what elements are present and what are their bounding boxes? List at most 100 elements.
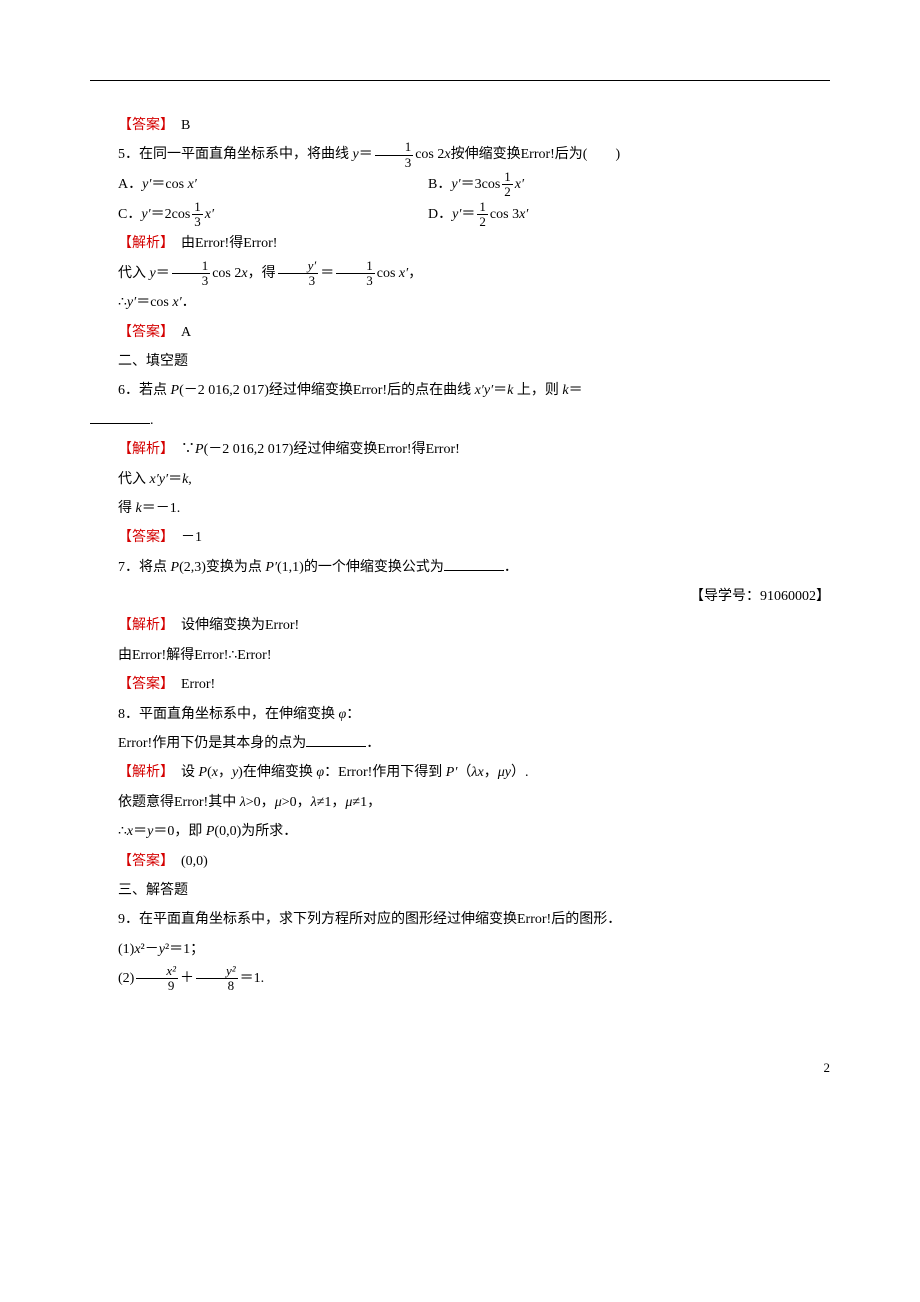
var: y′ (451, 177, 460, 192)
fraction: x²9 (136, 964, 178, 994)
text: ＝－1. (142, 501, 181, 516)
text: 代入 (118, 266, 150, 281)
text: ∴ (118, 295, 127, 310)
var: y′ (127, 295, 136, 310)
text: (－2 016,2 017)经过伸缩变换Error!后的点在曲线 (179, 383, 475, 398)
fraction: 13 (172, 259, 211, 289)
var: x′ (399, 266, 408, 281)
q5-stem: 5．在同一平面直角坐标系中，将曲线 y＝13cos 2x按伸缩变换Error!后… (90, 140, 830, 170)
analysis-label: 【解析】 (118, 618, 167, 633)
text: A． (118, 177, 142, 192)
text: cos 2 (415, 147, 444, 162)
text: )在伸缩变换 (238, 765, 316, 780)
q5-analysis-1: 【解析】 由Error!得Error! (90, 229, 830, 258)
fraction: 12 (502, 170, 513, 200)
var: P (171, 383, 180, 398)
analysis-label: 【解析】 (118, 236, 167, 251)
var: x′ (205, 207, 214, 222)
q5-optD: D．y′＝12cos 3x′ (428, 200, 830, 230)
q7-stem: 7．将点 P(2,3)变换为点 P′(1,1)的一个伸缩变换公式为． (90, 553, 830, 582)
text: ∵ (167, 442, 195, 457)
q9-stem: 9．在平面直角坐标系中，求下列方程所对应的图形经过伸缩变换Error!后的图形． (90, 905, 830, 934)
text: ： (346, 707, 360, 722)
q4-ans-text: B (167, 118, 190, 133)
text: cos 3 (490, 207, 519, 222)
fraction: y′3 (278, 259, 319, 289)
var: x′y′ (150, 472, 169, 487)
answer-label: 【答案】 (118, 854, 167, 869)
blank (90, 409, 150, 424)
var: P (171, 560, 180, 575)
text: (－2 016,2 017)经过伸缩变换Error!得Error! (204, 442, 460, 457)
text: ＝3cos (461, 177, 501, 192)
text: >0， (282, 795, 311, 810)
text: 得 (118, 501, 136, 516)
page-number: 2 (90, 1054, 830, 1081)
text: (2) (118, 971, 134, 986)
fraction: 13 (375, 140, 414, 170)
text: 依题意得Error!其中 (118, 795, 240, 810)
text: ， (218, 765, 232, 780)
blank (306, 732, 366, 747)
q5-optC: C．y′＝2cos13x′ (118, 200, 428, 230)
text: ²＝1； (165, 942, 204, 957)
var: P′ (265, 560, 277, 575)
q6-stem: 6．若点 P(－2 016,2 017)经过伸缩变换Error!后的点在曲线 x… (90, 376, 830, 405)
q5-analysis-2: 代入 y＝13cos 2x，得y′3＝13cos x′， (90, 259, 830, 289)
text: ，得 (248, 266, 276, 281)
text: ， (408, 266, 422, 281)
text: 5．在同一平面直角坐标系中，将曲线 (118, 147, 353, 162)
text: ＝ (569, 383, 583, 398)
q7-analysis-2: 由Error!解得Error!∴Error! (90, 641, 830, 670)
text: 由Error!得Error! (167, 236, 277, 251)
section3-title: 三、解答题 (90, 876, 830, 905)
q6-analysis-1: 【解析】 ∵P(－2 016,2 017)经过伸缩变换Error!得Error! (90, 435, 830, 464)
text: cos (377, 266, 399, 281)
text: Error! (167, 677, 215, 692)
q8-stem-1: 8．平面直角坐标系中，在伸缩变换 φ： (90, 700, 830, 729)
q8-analysis-2: 依题意得Error!其中 λ>0，μ>0，λ≠1，μ≠1， (90, 788, 830, 817)
var: P (199, 765, 208, 780)
q8-answer: 【答案】 (0,0) (90, 847, 830, 876)
q6-analysis-2: 代入 x′y′＝k, (90, 465, 830, 494)
fraction: 13 (336, 259, 375, 289)
q7-analysis-1: 【解析】 设伸缩变换为Error! (90, 611, 830, 640)
q8-stem-2: Error!作用下仍是其本身的点为． (90, 729, 830, 758)
text: ＝ (168, 472, 182, 487)
var: φ (316, 765, 324, 780)
q5-analysis-3: ∴y′＝cos x′． (90, 288, 830, 317)
var: λx (471, 765, 483, 780)
q6-answer: 【答案】 －1 (90, 523, 830, 552)
text: ＝ (359, 147, 373, 162)
text: (2,3)变换为点 (179, 560, 265, 575)
var: x′ (519, 207, 528, 222)
text: 6．若点 (118, 383, 171, 398)
text: 按伸缩变换Error!后为( ) (451, 147, 621, 162)
q6-analysis-3: 得 k＝－1. (90, 494, 830, 523)
text: 代入 (118, 472, 150, 487)
text: (0,0)为所求． (214, 824, 297, 839)
text: ． (366, 736, 380, 751)
text: D． (428, 207, 452, 222)
q5-options-row2: C．y′＝2cos13x′ D．y′＝12cos 3x′ (90, 200, 830, 230)
q8-analysis-3: ∴x＝y＝0，即 P(0,0)为所求． (90, 817, 830, 846)
var: y′ (141, 207, 150, 222)
q4-answer: 【答案】 B (90, 111, 830, 140)
text: ， (484, 765, 498, 780)
q9-part1: (1)x²－y²＝1； (90, 935, 830, 964)
var: P (195, 442, 204, 457)
text: 设伸缩变换为Error! (167, 618, 299, 633)
q5-answer: 【答案】 A (90, 318, 830, 347)
text: (1) (118, 942, 134, 957)
text: ． (182, 295, 196, 310)
text: ＝ (133, 824, 147, 839)
text: ＝cos (136, 295, 172, 310)
var: x′ (515, 177, 524, 192)
var: x′ (172, 295, 181, 310)
var: μy (498, 765, 511, 780)
fraction: 13 (192, 200, 203, 230)
text: 7．将点 (118, 560, 171, 575)
text: C． (118, 207, 141, 222)
var: x′y′ (475, 383, 494, 398)
text: 8．平面直角坐标系中，在伸缩变换 (118, 707, 339, 722)
